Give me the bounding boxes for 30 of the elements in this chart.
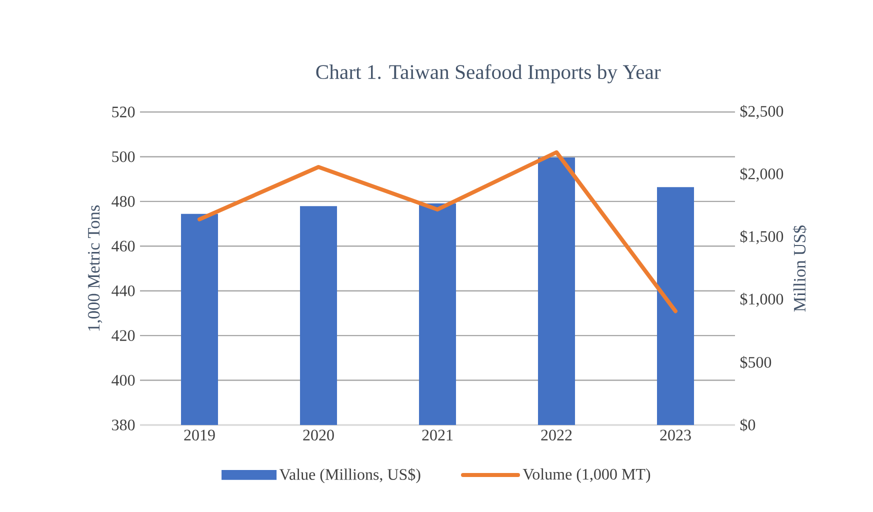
bar: [657, 187, 694, 425]
x-tick-label: 2021: [422, 430, 453, 440]
legend-label: Value (Millions, US$): [279, 468, 420, 484]
bar: [419, 203, 456, 425]
bar: [538, 157, 576, 425]
y2-tick-label: $1,500: [740, 230, 784, 244]
bar: [181, 214, 218, 425]
y-tick-label: 520: [112, 106, 135, 118]
y-tick-label: 420: [112, 330, 135, 341]
y-tick-label: 440: [112, 285, 135, 296]
y2-tick-label: $2,500: [740, 104, 784, 120]
y-axis-title: 1,000 Metric Tons: [88, 205, 102, 331]
y2-axis-title: Million US$: [792, 225, 807, 312]
x-tick-label: 2022: [541, 430, 572, 440]
y-tick-label: 500: [112, 151, 135, 162]
y-tick-label: 380: [112, 420, 135, 430]
y2-tick-label: $500: [740, 356, 772, 369]
x-tick-label: 2023: [660, 430, 691, 440]
y-tick-label: 400: [112, 374, 135, 386]
y-tick-label: 460: [112, 240, 135, 252]
bar: [300, 206, 338, 425]
x-tick-label: 2019: [184, 430, 215, 440]
y2-tick-label: $0: [740, 418, 756, 432]
x-tick-label: 2020: [303, 430, 334, 440]
legend-label: Volume (1,000 MT): [522, 468, 650, 483]
line-series: [198, 150, 678, 314]
y2-tick-label: $1,000: [740, 292, 784, 307]
chart-title: Chart 1. Taiwan Seafood Imports by Year: [316, 64, 661, 84]
y2-tick-label: $2,000: [740, 168, 784, 182]
y-tick-label: 480: [112, 196, 135, 207]
